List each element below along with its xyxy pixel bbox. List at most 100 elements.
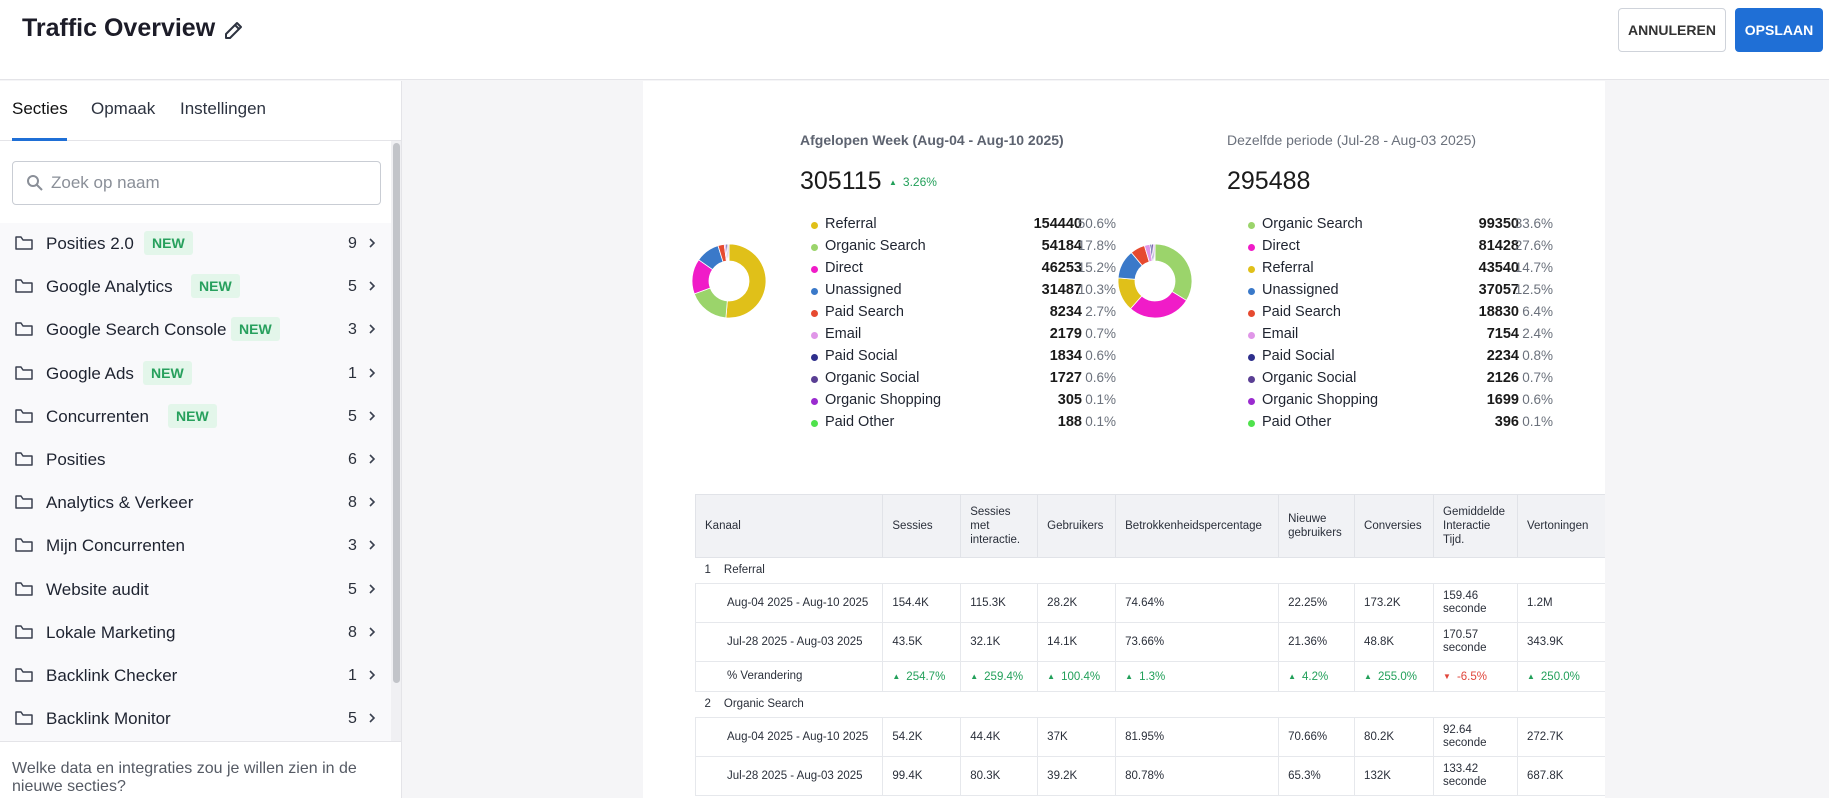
- table-group-row[interactable]: 1 Referral: [695, 557, 1605, 584]
- section-item-label: Posities 2.0: [46, 234, 134, 253]
- table-group-row[interactable]: 2 Organic Search: [695, 691, 1605, 718]
- section-item-count: 5: [348, 407, 357, 425]
- section-item-label: Website audit: [46, 579, 149, 599]
- table-cell: 343.9K: [1516, 622, 1605, 662]
- donut-slice-referral[interactable]: [725, 243, 767, 319]
- table-cell: 73.66%: [1115, 622, 1280, 662]
- section-item[interactable]: Concurrenten NEW 5: [0, 396, 392, 439]
- legend-value: 1834: [1049, 348, 1082, 364]
- legend-item: Paid Search 18830 6.4%: [1248, 304, 1553, 324]
- legend-label: Paid Search: [1262, 304, 1341, 320]
- change-value: 255.0%: [1377, 670, 1417, 683]
- legend-label: Unassigned: [825, 282, 902, 298]
- new-badge: NEW: [143, 360, 192, 385]
- tab-secties[interactable]: Secties: [12, 99, 68, 118]
- save-button[interactable]: OPSLAAN: [1735, 8, 1823, 52]
- total-change: ▲ 3.26%: [889, 175, 937, 189]
- legend-item: Unassigned 37057 12.5%: [1248, 282, 1553, 302]
- table-cell: 37K: [1037, 717, 1117, 757]
- tab-instellingen[interactable]: Instellingen: [180, 99, 267, 118]
- table-cell: 22.25%: [1278, 583, 1356, 623]
- folder-icon: [15, 495, 33, 509]
- table-cell: 132K: [1354, 756, 1435, 796]
- section-item[interactable]: Google Ads NEW 1: [0, 353, 392, 396]
- legend-percent: 0.1%: [1085, 414, 1116, 429]
- legend-color-dot: [811, 354, 818, 361]
- legend-percent: 0.6%: [1085, 370, 1116, 385]
- section-item-count: 5: [348, 710, 357, 728]
- section-item[interactable]: Posities 2.0 NEW 9: [0, 223, 392, 266]
- folder-icon: [15, 365, 33, 380]
- up-arrow-icon: ▲: [1288, 671, 1296, 681]
- legend-value: 18830: [1478, 304, 1519, 320]
- section-item[interactable]: Backlink Monitor 5: [0, 698, 392, 741]
- sidebar: Secties Opmaak Instellingen Posities 2.0…: [0, 81, 402, 798]
- legend-label: Paid Other: [1262, 414, 1332, 430]
- legend-label: Paid Other: [825, 414, 895, 430]
- change-cell: ▲ 255.0%: [1354, 661, 1435, 692]
- legend-color-dot: [1248, 354, 1255, 361]
- legend-percent: 0.8%: [1522, 348, 1553, 363]
- section-item-label: Analytics & Verkeer: [46, 493, 194, 513]
- row-period-label: Aug-04 2025 - Aug-10 2025: [694, 583, 884, 623]
- chevron-right-icon: [369, 670, 376, 680]
- section-item-count: 5: [348, 278, 357, 296]
- legend-value: 99350: [1478, 216, 1519, 232]
- legend-value: 43540: [1478, 260, 1519, 276]
- sidebar-scrollbar[interactable]: [391, 141, 401, 741]
- report-canvas: Afgelopen Week (Aug-04 - Aug-10 2025) 30…: [643, 81, 1605, 798]
- col-kanaal[interactable]: Kanaal: [694, 494, 884, 558]
- col-sessies[interactable]: Sessies: [882, 494, 962, 558]
- section-item[interactable]: Analytics & Verkeer 8: [0, 482, 392, 525]
- cancel-button[interactable]: ANNULEREN: [1618, 8, 1726, 52]
- row-period-label: Aug-04 2025 - Aug-10 2025: [694, 717, 884, 757]
- col-gebruikers[interactable]: Gebruikers: [1037, 494, 1117, 558]
- section-item[interactable]: Mijn Concurrenten 3: [0, 525, 392, 568]
- table-cell: 133.42 seconde: [1433, 756, 1518, 796]
- change-value: 259.4%: [984, 670, 1024, 683]
- legend-label: Direct: [1262, 238, 1300, 254]
- legend-item: Organic Shopping 305 0.1%: [811, 392, 1116, 412]
- section-item-count: 5: [348, 580, 357, 598]
- chevron-right-icon: [369, 368, 376, 378]
- scrollbar-thumb[interactable]: [393, 143, 400, 683]
- table-header-row: Kanaal Sessies Sessies met interactie. G…: [694, 494, 1605, 558]
- col-betrokkenheid[interactable]: Betrokkenheidspercentage: [1115, 494, 1280, 558]
- legend-label: Organic Social: [1262, 370, 1357, 386]
- chevron-right-icon: [369, 627, 376, 637]
- section-item-label: Google Ads: [46, 363, 134, 383]
- up-arrow-icon: ▲: [892, 671, 901, 681]
- legend-color-dot: [1248, 310, 1255, 317]
- new-badge: NEW: [231, 317, 280, 342]
- legend-percent: 15.2%: [1077, 260, 1116, 275]
- up-arrow-icon: ▲: [889, 178, 897, 187]
- current-total: 305115: [800, 167, 882, 195]
- edit-pencil-icon[interactable]: [222, 18, 246, 42]
- section-item-label: Backlink Monitor: [46, 709, 171, 729]
- section-item[interactable]: Google Analytics NEW 5: [0, 266, 392, 309]
- col-sessies-interactie[interactable]: Sessies met interactie.: [960, 494, 1039, 558]
- search-input[interactable]: [51, 168, 371, 198]
- legend-color-dot: [811, 332, 818, 339]
- legend-value: 54184: [1041, 238, 1082, 254]
- col-interactie-tijd[interactable]: Gemiddelde Interactie Tijd.: [1433, 494, 1518, 558]
- col-vertoningen[interactable]: Vertoningen: [1516, 494, 1605, 558]
- col-nieuwe-gebruikers[interactable]: Nieuwe gebruikers: [1278, 494, 1356, 558]
- new-badge: NEW: [168, 403, 217, 428]
- change-value: 4.2%: [1302, 670, 1329, 683]
- legend-color-dot: [811, 398, 818, 405]
- section-item[interactable]: Google Search Console NEW 3: [0, 309, 392, 352]
- section-item[interactable]: Backlink Checker 1: [0, 655, 392, 698]
- change-value: 1.3%: [1139, 670, 1166, 683]
- legend-item: Email 7154 2.4%: [1248, 326, 1553, 346]
- section-item[interactable]: Website audit 5: [0, 569, 392, 612]
- table-cell: 81.95%: [1115, 717, 1280, 757]
- section-item[interactable]: Lokale Marketing 8: [0, 612, 392, 655]
- legend-percent: 0.1%: [1522, 414, 1553, 429]
- chevron-right-icon: [369, 540, 376, 550]
- section-item[interactable]: Posities 6: [0, 439, 392, 482]
- tab-opmaak[interactable]: Opmaak: [91, 99, 156, 118]
- col-conversies[interactable]: Conversies: [1354, 494, 1435, 558]
- legend-label: Referral: [1262, 260, 1314, 276]
- section-item-count: 3: [348, 537, 357, 555]
